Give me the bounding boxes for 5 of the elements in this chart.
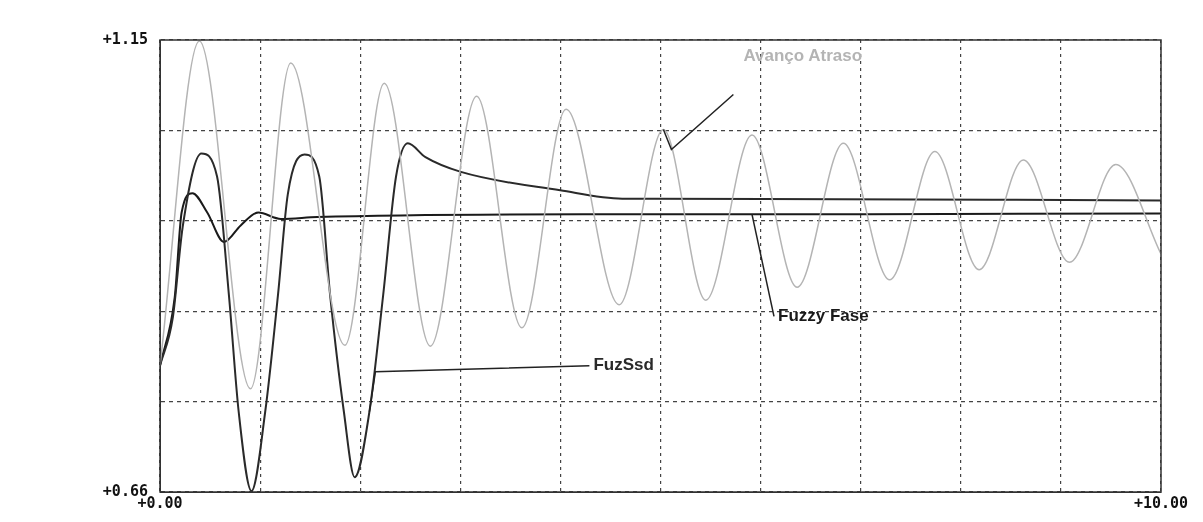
text: Avanço Atraso bbox=[743, 46, 863, 66]
text: FuzSsd bbox=[593, 355, 654, 375]
y-tick-label: +1.15 bbox=[102, 29, 148, 48]
text: Fuzzy Fase bbox=[777, 306, 869, 326]
x-tick-label: +10.00 bbox=[1133, 493, 1189, 512]
